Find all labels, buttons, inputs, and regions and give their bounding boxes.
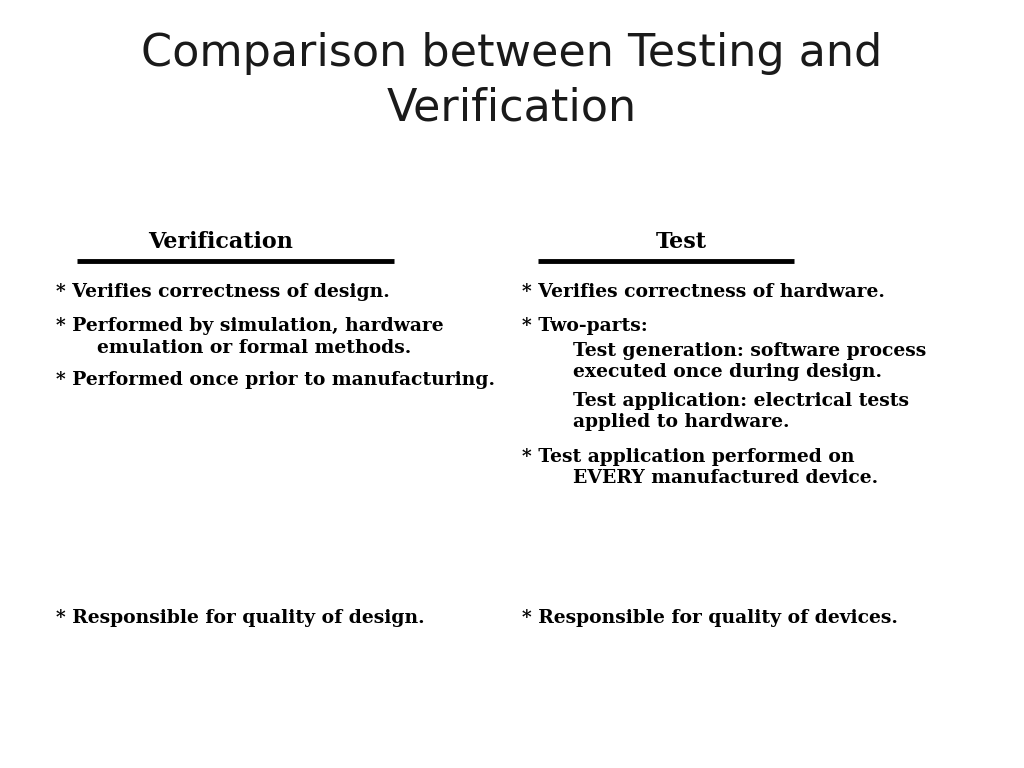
Text: * Two-parts:: * Two-parts: — [522, 317, 648, 336]
Text: EVERY manufactured device.: EVERY manufactured device. — [573, 469, 879, 488]
Text: * Verifies correctness of design.: * Verifies correctness of design. — [56, 283, 390, 301]
Text: Test application: electrical tests: Test application: electrical tests — [573, 392, 909, 410]
Text: Verification: Verification — [147, 231, 293, 253]
Text: Comparison between Testing and
Verification: Comparison between Testing and Verificat… — [141, 31, 883, 130]
Text: executed once during design.: executed once during design. — [573, 363, 883, 382]
Text: * Verifies correctness of hardware.: * Verifies correctness of hardware. — [522, 283, 885, 301]
Text: * Responsible for quality of design.: * Responsible for quality of design. — [56, 609, 425, 627]
Text: * Test application performed on: * Test application performed on — [522, 448, 855, 466]
Text: emulation or formal methods.: emulation or formal methods. — [97, 339, 412, 357]
Text: * Performed once prior to manufacturing.: * Performed once prior to manufacturing. — [56, 371, 496, 389]
Text: applied to hardware.: applied to hardware. — [573, 413, 790, 432]
Text: * Performed by simulation, hardware: * Performed by simulation, hardware — [56, 317, 444, 336]
Text: * Responsible for quality of devices.: * Responsible for quality of devices. — [522, 609, 898, 627]
Text: Test: Test — [655, 231, 707, 253]
Text: Test generation: software process: Test generation: software process — [573, 342, 927, 360]
